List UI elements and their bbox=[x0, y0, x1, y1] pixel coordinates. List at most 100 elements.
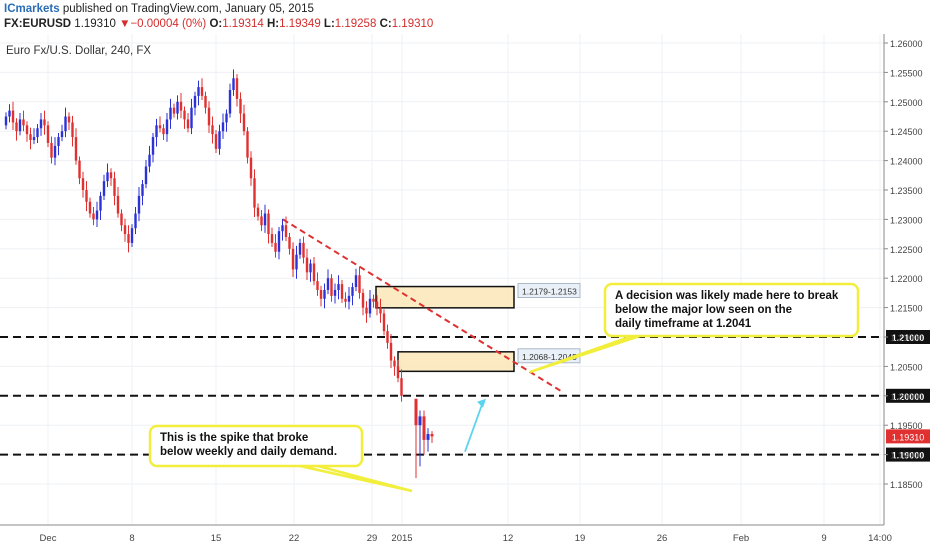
candle bbox=[207, 107, 211, 126]
candle bbox=[221, 122, 225, 132]
low-label: L: bbox=[323, 18, 335, 30]
published-text: published on TradingView.com, January 05… bbox=[62, 3, 314, 15]
candle bbox=[64, 116, 67, 132]
candle bbox=[165, 119, 169, 135]
price-tick-label: 1.21000 bbox=[890, 333, 923, 343]
candle bbox=[190, 107, 193, 129]
candle bbox=[39, 119, 43, 129]
candle bbox=[22, 119, 25, 126]
candle bbox=[155, 125, 158, 138]
price-tick-label: 1.24000 bbox=[890, 157, 923, 167]
price-tick-label: 1.22500 bbox=[890, 245, 923, 255]
candle bbox=[200, 87, 204, 96]
price-tick-label: 1.23500 bbox=[890, 186, 923, 196]
candle bbox=[347, 295, 351, 302]
candle bbox=[368, 298, 372, 314]
candle bbox=[15, 122, 18, 132]
candle bbox=[267, 213, 270, 235]
candle bbox=[295, 254, 298, 270]
candle bbox=[246, 131, 249, 158]
candle bbox=[263, 213, 267, 226]
candle bbox=[92, 213, 95, 220]
publish-line: ICmarkets published on TradingView.com, … bbox=[4, 3, 314, 15]
candle bbox=[288, 237, 291, 249]
candle bbox=[204, 95, 207, 108]
note-box[interactable] bbox=[603, 282, 860, 338]
candle bbox=[270, 234, 274, 243]
time-tick-label: 22 bbox=[289, 533, 300, 544]
candle bbox=[137, 195, 141, 214]
candle bbox=[50, 142, 53, 158]
candle bbox=[242, 113, 246, 132]
candle bbox=[302, 242, 305, 258]
note-text-line: This is the spike that broke bbox=[160, 432, 308, 444]
price-chart[interactable]: 1.21000 1.20000 1.19000 1.2179-1.2153 1.206… bbox=[0, 34, 932, 550]
candle bbox=[414, 398, 418, 426]
time-axis[interactable]: Dec 8 15 22 29 2015 12 19 26 Feb 9 14:00 bbox=[40, 533, 892, 544]
candle bbox=[291, 248, 295, 270]
candle bbox=[74, 137, 78, 161]
candle bbox=[375, 301, 379, 308]
candle bbox=[312, 263, 316, 282]
note-text-line: A decision was likely made here to break bbox=[615, 290, 839, 302]
price-tick-label: 1.24500 bbox=[890, 127, 923, 137]
candle bbox=[256, 207, 260, 217]
price-change: ▼−0.00004 (0%) bbox=[119, 18, 207, 30]
horizontal-levels: 1.21000 1.20000 1.19000 bbox=[0, 330, 930, 462]
time-tick-label: 14:00 bbox=[868, 533, 892, 544]
candle bbox=[277, 231, 281, 252]
candle bbox=[158, 125, 162, 129]
zone-label: 1.2068-1.2045 bbox=[522, 352, 577, 362]
zone-label: 1.2179-1.2153 bbox=[522, 287, 577, 297]
note-text-line: daily timeframe at 1.2041 bbox=[615, 318, 752, 330]
candle bbox=[340, 284, 344, 299]
zone-box[interactable] bbox=[397, 351, 515, 373]
level-price-label: 1.19000 bbox=[892, 451, 925, 461]
level-price-label: 1.20000 bbox=[892, 392, 925, 402]
time-tick-label: 8 bbox=[129, 533, 134, 544]
annotations: A decision was likely made here to break… bbox=[148, 282, 860, 493]
candle bbox=[239, 98, 242, 114]
low-value: 1.19258 bbox=[334, 18, 377, 30]
trendline[interactable] bbox=[282, 218, 563, 393]
note-text-line: below weekly and daily demand. bbox=[160, 446, 337, 458]
candle bbox=[134, 213, 137, 229]
price-tick-label: 1.26000 bbox=[890, 39, 923, 49]
candle bbox=[120, 213, 123, 226]
price-tick-label: 1.21500 bbox=[890, 304, 923, 314]
candle bbox=[25, 125, 29, 135]
close-value: 1.19310 bbox=[391, 18, 434, 30]
candle bbox=[179, 101, 183, 111]
candle bbox=[422, 416, 426, 440]
price-tick-label: 1.22000 bbox=[890, 274, 923, 284]
candle bbox=[81, 178, 85, 190]
candle bbox=[141, 184, 144, 196]
zone-label-box bbox=[517, 283, 581, 298]
candles bbox=[4, 69, 434, 479]
candle bbox=[102, 181, 106, 196]
candle bbox=[43, 119, 46, 126]
price-axis[interactable]: 1.26000 1.25500 1.25000 1.24500 1.24000 1.235… bbox=[884, 39, 930, 490]
projection-arrow[interactable] bbox=[464, 398, 486, 452]
note-box[interactable] bbox=[148, 424, 364, 468]
close-label: C: bbox=[379, 18, 392, 30]
candle bbox=[326, 278, 330, 290]
candle bbox=[309, 263, 312, 273]
time-tick-label: Dec bbox=[40, 533, 57, 544]
arrow-shaft bbox=[464, 404, 483, 452]
candle bbox=[305, 257, 309, 273]
zone-box[interactable] bbox=[375, 285, 515, 309]
open-value: 1.19314 bbox=[222, 18, 264, 30]
price-tick-label: 1.20000 bbox=[890, 392, 923, 402]
price-tick-label: 1.25000 bbox=[890, 98, 923, 108]
candle bbox=[361, 292, 365, 308]
candle bbox=[389, 342, 393, 361]
price-tick-label: 1.25500 bbox=[890, 68, 923, 78]
publisher-name[interactable]: ICmarkets bbox=[4, 3, 60, 15]
candle bbox=[4, 116, 8, 126]
candle bbox=[365, 307, 368, 314]
candle bbox=[430, 434, 434, 437]
candle bbox=[382, 313, 386, 332]
candle bbox=[130, 228, 134, 243]
candle bbox=[186, 119, 190, 129]
